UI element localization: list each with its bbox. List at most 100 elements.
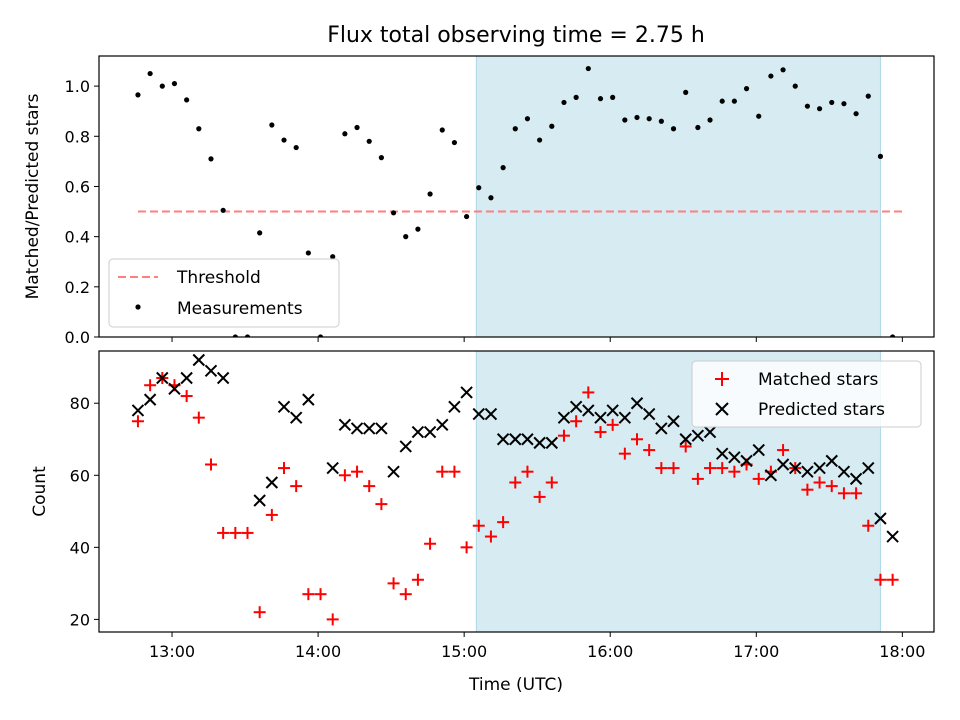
- predicted-star-point: [131, 404, 145, 417]
- matched-star-point: [144, 379, 157, 392]
- measurement-point: [890, 334, 896, 337]
- matched-star-point: [387, 577, 400, 590]
- matched-star-point: [302, 588, 315, 601]
- matched-star-point: [533, 490, 546, 503]
- matched-star-point: [886, 573, 899, 586]
- chart-title: Flux total observing time = 2.75 h: [327, 23, 705, 48]
- legend-measurements-swatch: [135, 304, 141, 310]
- measurement-point: [695, 124, 701, 131]
- measurement-point: [524, 116, 531, 122]
- matched-star-point: [484, 530, 497, 543]
- measurement-point: [719, 98, 725, 104]
- legend-matched-swatch: [715, 372, 729, 386]
- x-tick-label: 16:00: [587, 642, 633, 661]
- matched-star-point: [655, 462, 668, 475]
- predicted-star-point: [338, 418, 352, 432]
- matched-star-point: [825, 480, 838, 493]
- matched-star-point: [716, 462, 729, 475]
- measurement-points: [135, 65, 896, 337]
- top-legend-box: [108, 258, 340, 328]
- predicted-star-point: [776, 458, 790, 471]
- measurement-point: [780, 67, 786, 73]
- predicted-stars-points: [131, 353, 899, 543]
- measurement-point: [159, 83, 165, 89]
- y-tick-label: 0.2: [65, 278, 90, 297]
- matched-star-point: [521, 465, 534, 478]
- measurement-point: [646, 116, 652, 122]
- matched-star-point: [265, 508, 278, 521]
- measurement-point: [171, 80, 178, 87]
- matched-star-point: [448, 465, 461, 478]
- measurement-point: [816, 106, 823, 112]
- matched-star-point: [704, 462, 717, 475]
- measurement-point: [403, 234, 409, 240]
- measurement-point: [390, 210, 397, 216]
- measurement-point: [585, 65, 591, 72]
- measurement-point: [622, 117, 628, 123]
- y-tick-label: 80: [70, 394, 90, 413]
- measurement-point: [853, 111, 859, 117]
- measurement-point: [378, 155, 384, 161]
- measurement-point: [634, 114, 640, 121]
- measurement-point: [549, 123, 555, 129]
- matched-star-point: [278, 462, 291, 475]
- predicted-star-point: [764, 469, 778, 482]
- bottom-y-ticks: 20 40 60 80: [70, 394, 99, 629]
- matched-star-point: [509, 476, 522, 489]
- matched-star-point: [631, 433, 644, 446]
- measurement-point: [415, 226, 421, 232]
- matched-star-point: [667, 462, 680, 475]
- y-tick-label: 0.6: [65, 177, 90, 196]
- measurement-point: [317, 334, 324, 337]
- measurement-point: [281, 137, 287, 143]
- measurement-point: [829, 99, 835, 106]
- predicted-star-point: [363, 422, 376, 435]
- matched-star-point: [375, 498, 388, 511]
- matched-star-point: [497, 516, 510, 529]
- predicted-star-point: [655, 422, 668, 435]
- measurement-point: [537, 137, 543, 143]
- matched-star-point: [460, 541, 473, 554]
- measurement-point: [135, 92, 141, 98]
- measurement-point: [731, 98, 737, 104]
- measurement-point: [670, 126, 677, 132]
- measurement-point: [439, 127, 445, 133]
- predicted-star-point: [545, 436, 559, 450]
- measurement-point: [354, 124, 360, 131]
- measurement-point: [561, 99, 567, 106]
- predicted-star-point: [192, 353, 206, 367]
- matched-star-point: [777, 444, 790, 457]
- measurement-point: [597, 96, 604, 102]
- matched-star-point: [728, 465, 741, 478]
- predicted-star-point: [521, 433, 534, 446]
- x-tick-label: 18:00: [879, 642, 925, 661]
- matched-star-point: [253, 606, 266, 619]
- top-y-ticks: 0.0 0.2 0.4 0.6 0.8 1.0: [65, 77, 99, 347]
- bottom-legend: Matched stars Predicted stars: [691, 360, 922, 428]
- predicted-star-point: [679, 433, 692, 446]
- y-tick-label: 0.0: [65, 328, 90, 347]
- y-tick-label: 60: [70, 466, 90, 485]
- predicted-star-point: [484, 407, 498, 421]
- measurement-point: [147, 70, 153, 77]
- matched-star-point: [411, 573, 424, 586]
- measurement-point: [451, 139, 458, 146]
- measurement-point: [305, 250, 311, 256]
- y-tick-label: 40: [70, 538, 90, 557]
- predicted-star-point: [569, 400, 583, 414]
- predicted-star-point: [789, 461, 802, 475]
- matched-star-point: [180, 390, 193, 403]
- predicted-star-point: [630, 397, 644, 410]
- measurement-point: [232, 334, 238, 337]
- top-y-axis-label: Matched/Predicted stars: [23, 93, 43, 299]
- legend-predicted-swatch: [715, 402, 729, 416]
- matched-star-point: [241, 526, 254, 539]
- predicted-star-point: [594, 411, 607, 424]
- top-x-ticks: [171, 337, 903, 342]
- measurement-point: [707, 117, 713, 123]
- legend-predicted-label: Predicted stars: [758, 400, 885, 420]
- matched-star-point: [545, 476, 558, 489]
- measurement-point: [500, 165, 506, 171]
- predicted-star-point: [204, 364, 218, 378]
